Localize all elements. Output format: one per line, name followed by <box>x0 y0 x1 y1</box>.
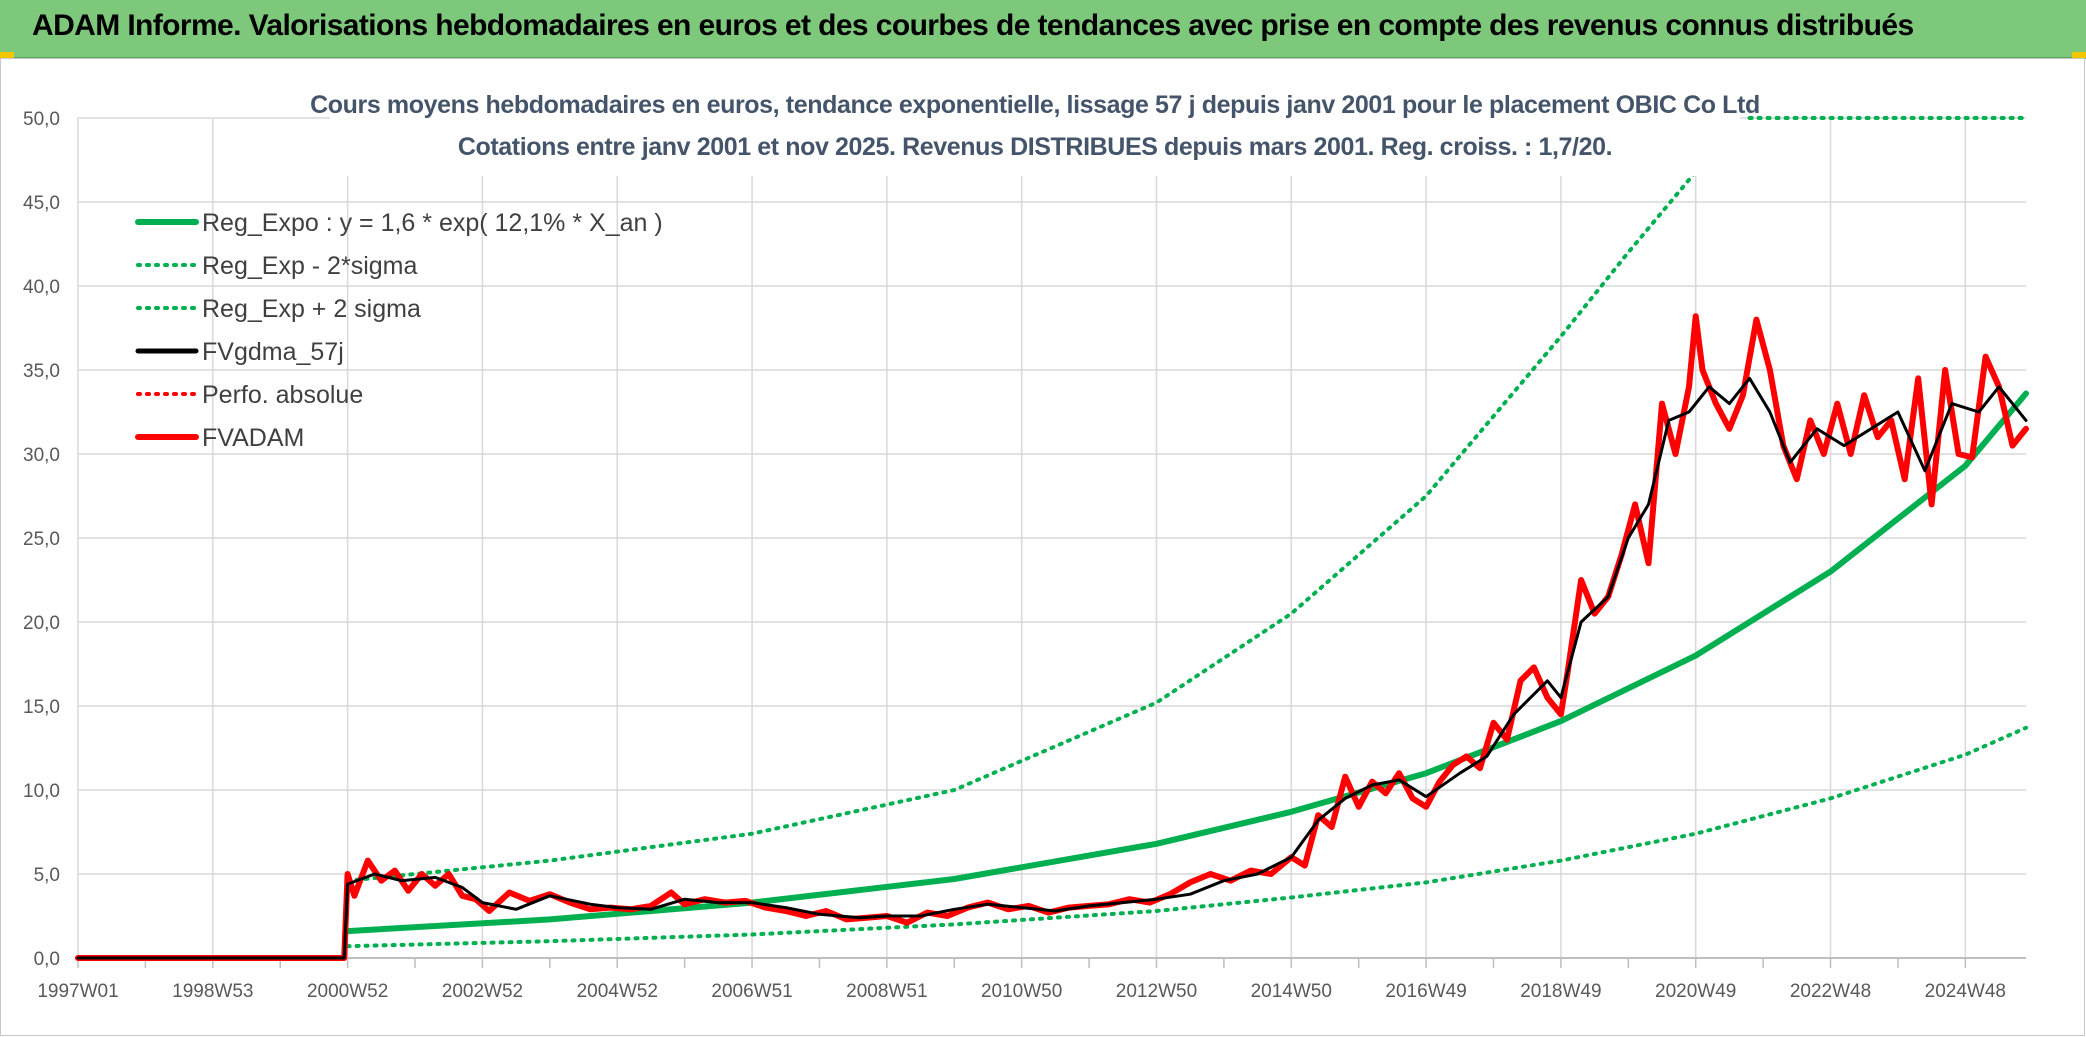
chart-frame <box>0 58 2085 1036</box>
x-tick-label: 1998W53 <box>172 981 253 1002</box>
report-title: ADAM Informe. Valorisations hebdomadaire… <box>32 9 1914 42</box>
series-group <box>75 116 2029 961</box>
x-tick-label: 2016W49 <box>1385 981 1466 1002</box>
chart-title: Cours moyens hebdomadaires en euros, ten… <box>310 91 1760 119</box>
chart-subtitle: Cotations entre janv 2001 et nov 2025. R… <box>458 133 1612 161</box>
axes: 0,0 5,0 10,0 15,0 20,0 25,0 30,0 35,0 40,0 45,0 50… <box>23 109 2026 1002</box>
report-banner: ADAM Informe. Valorisations hebdomadaire… <box>0 0 2086 59</box>
y-tick-label: 45,0 <box>23 193 60 214</box>
y-tick-label: 35,0 <box>23 361 60 382</box>
legend-label: Perfo. absolue <box>202 381 363 409</box>
legend-label: Reg_Expo : y = 1,6 * exp( 12,1% * X_an ) <box>202 209 663 237</box>
x-tick-label: 2012W50 <box>1116 981 1197 1002</box>
x-tick-label: 2018W49 <box>1520 981 1601 1002</box>
x-tick-label: 2024W48 <box>1925 981 2006 1002</box>
legend-label: FVADAM <box>202 424 304 452</box>
series-line-3 <box>76 376 2028 960</box>
legend-label: FVgdma_57j <box>202 338 344 366</box>
corner-mark-right <box>2072 52 2086 58</box>
legend: Reg_Expo : y = 1,6 * exp( 12,1% * X_an )… <box>135 209 663 452</box>
grid <box>77 117 2026 959</box>
y-tick-label: 20,0 <box>23 613 60 634</box>
x-tick-label: 2000W52 <box>307 981 388 1002</box>
x-tick-label: 2004W52 <box>577 981 658 1002</box>
legend-label: Reg_Exp - 2*sigma <box>202 252 417 280</box>
series-line-5 <box>75 313 2029 961</box>
x-tick-label: 2010W50 <box>981 981 1062 1002</box>
y-tick-label: 25,0 <box>23 529 60 550</box>
corner-mark-left <box>0 52 14 58</box>
x-tick-label: 2014W50 <box>1251 981 1332 1002</box>
y-tick-label: 40,0 <box>23 277 60 298</box>
x-tick-label: 2022W48 <box>1790 981 1871 1002</box>
y-tick-label: 30,0 <box>23 445 60 466</box>
x-tick-label: 2002W52 <box>442 981 523 1002</box>
y-tick-label: 10,0 <box>23 781 60 802</box>
x-tick-label: 2008W51 <box>846 981 927 1002</box>
title-background <box>330 86 1740 176</box>
x-tick-label: 2020W49 <box>1655 981 1736 1002</box>
series-line-0 <box>344 390 2029 935</box>
legend-label: Reg_Exp + 2 sigma <box>202 295 421 323</box>
series-line-1 <box>345 725 2028 949</box>
series-line-2 <box>345 169 1698 883</box>
y-tick-label: 0,0 <box>34 949 60 970</box>
x-tick-label: 1997W01 <box>37 981 118 1002</box>
y-tick-label: 15,0 <box>23 697 60 718</box>
x-tick-label: 2006W51 <box>711 981 792 1002</box>
y-tick-label: 5,0 <box>34 865 60 886</box>
y-tick-label: 50,0 <box>23 109 60 130</box>
